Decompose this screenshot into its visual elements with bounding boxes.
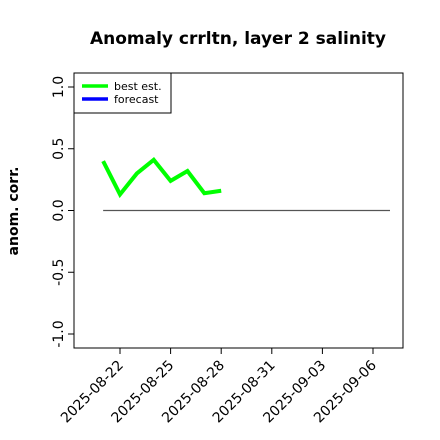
y-tick-label: 0.0 [51, 199, 67, 221]
y-axis-label: anom. corr. [6, 167, 22, 256]
legend-label: forecast [114, 93, 159, 106]
chart-title: Anomaly crrltn, layer 2 salinity [90, 29, 386, 49]
y-axis: -1.0 -0.5 0.0 0.5 1.0 [51, 76, 74, 348]
legend-box [73, 72, 172, 114]
series-layer [101, 157, 222, 199]
y-tick-label: -1.0 [51, 320, 67, 347]
legend: best est.forecast [73, 72, 172, 114]
legend-label: best est. [114, 80, 162, 93]
y-tick-label: -0.5 [51, 259, 67, 286]
x-axis: 2025-08-222025-08-252025-08-282025-08-31… [58, 348, 380, 426]
y-tick-label: 1.0 [51, 76, 67, 98]
y-tick-label: 0.5 [51, 138, 67, 160]
series-line-best-estimate [101, 157, 222, 199]
